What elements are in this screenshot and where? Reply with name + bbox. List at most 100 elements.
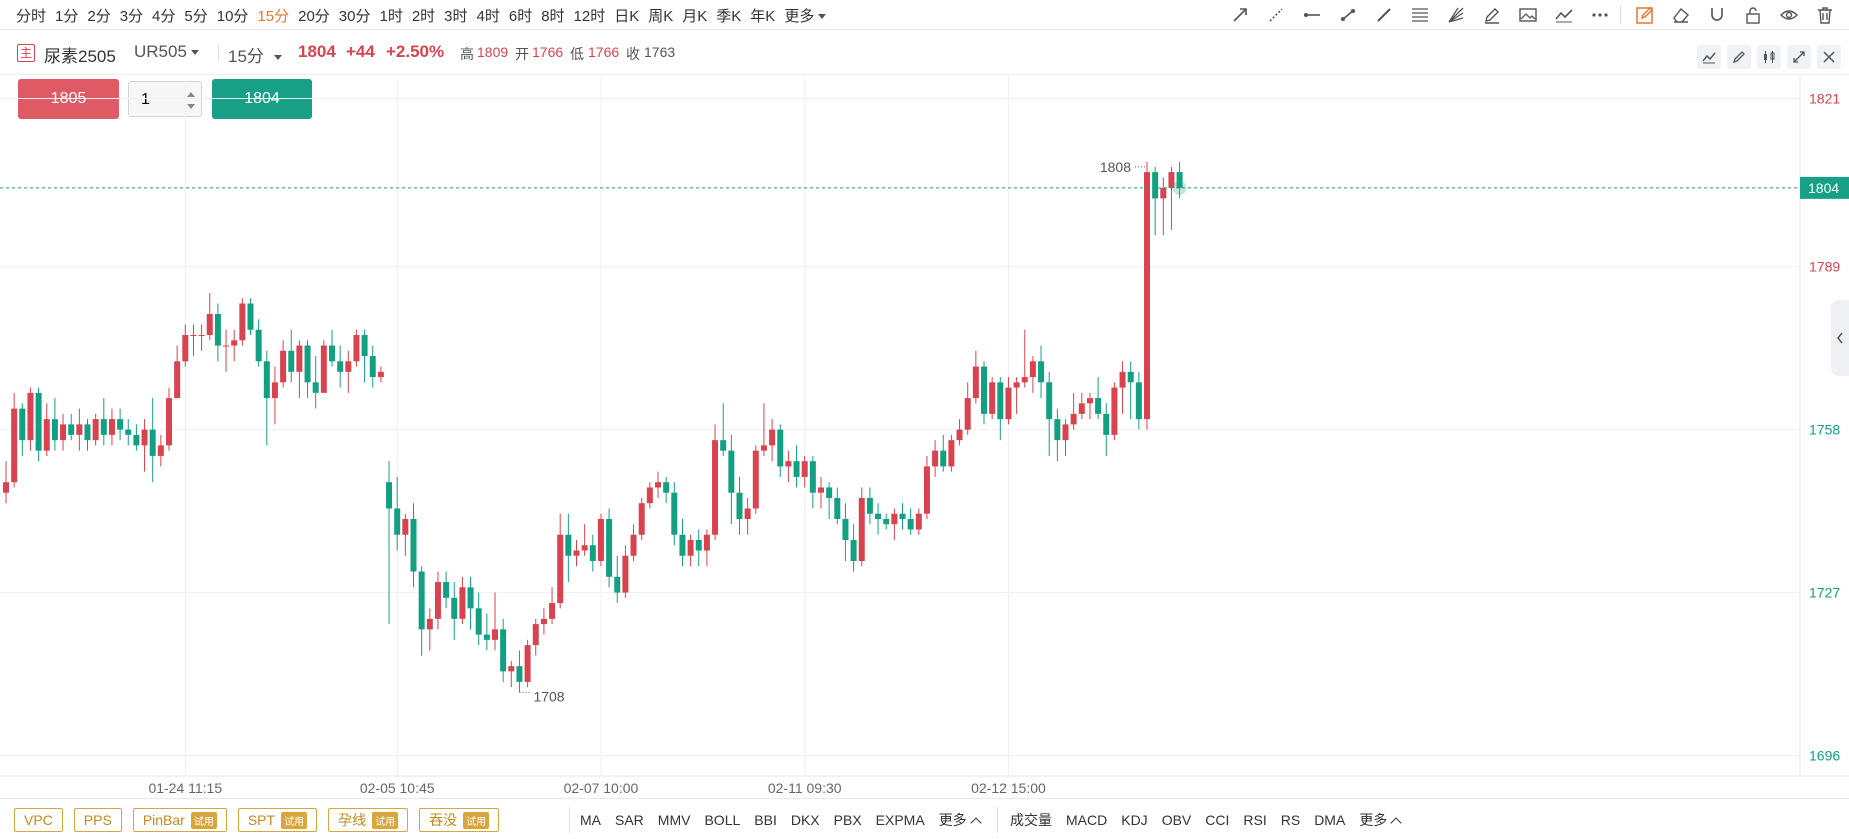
indicator-tab[interactable]: DKX (791, 812, 820, 828)
polyline-tool-button[interactable] (1550, 1, 1578, 29)
candle-body (51, 419, 58, 441)
period-tab[interactable]: 2分 (87, 7, 111, 25)
strategy-button[interactable]: 孕线 试用 (328, 808, 409, 832)
period-tab[interactable]: 2时 (411, 7, 436, 25)
indicator-tab[interactable]: PBX (834, 812, 862, 828)
indicator-tab[interactable]: KDJ (1121, 812, 1147, 828)
edit-tool-button[interactable] (1631, 1, 1659, 29)
indicator-tab[interactable]: MACD (1066, 812, 1107, 828)
dashed-line-icon (1269, 8, 1283, 22)
close-chart-button[interactable] (1817, 45, 1841, 69)
period-tab[interactable]: 4分 (152, 7, 176, 25)
indicator-tab[interactable]: DMA (1314, 812, 1345, 828)
period-tab[interactable]: 15分 (257, 7, 290, 25)
indicator-label: BOLL (704, 812, 741, 828)
instrument-code-selector[interactable]: UR505 (134, 42, 199, 62)
period-tab[interactable]: 日K (614, 7, 640, 25)
indicator-tab[interactable]: MA (580, 812, 601, 828)
period-tab[interactable]: 1分 (55, 7, 79, 25)
candle-body (271, 382, 278, 399)
gann-fan-tool-button[interactable] (1442, 1, 1470, 29)
period-tab[interactable]: 6时 (508, 7, 533, 25)
indicator-tab[interactable]: BOLL (704, 812, 740, 828)
indicator-tab[interactable]: SAR (615, 812, 644, 828)
indicator-tab[interactable]: OBV (1162, 812, 1192, 828)
period-tab[interactable]: 5分 (184, 7, 208, 25)
more-dots-tool-button[interactable] (1586, 1, 1614, 29)
candle-body (508, 666, 515, 672)
magnet-tool-button[interactable] (1703, 1, 1731, 29)
fullscreen-button[interactable] (1787, 45, 1811, 69)
segment-tool-button[interactable] (1370, 1, 1398, 29)
strategy-button[interactable]: VPC (14, 808, 63, 832)
period-tab[interactable]: 季K (716, 7, 742, 25)
pen-tool-button[interactable] (1478, 1, 1506, 29)
x-tick-label: 02-05 10:45 (360, 780, 435, 796)
side-panel-toggle[interactable] (1831, 300, 1849, 376)
period-tab[interactable]: 30分 (338, 7, 371, 25)
dashed-line-tool-button[interactable] (1262, 1, 1290, 29)
indicator-tab[interactable]: RS (1281, 812, 1300, 828)
candle-body (826, 487, 833, 498)
period-tab[interactable]: 周K (648, 7, 674, 25)
period-tab[interactable]: 年K (750, 7, 776, 25)
draw-button[interactable] (1727, 45, 1751, 69)
strategy-button[interactable]: PinBar 试用 (132, 808, 227, 832)
period-tab[interactable]: 月K (682, 7, 708, 25)
decrement-icon[interactable] (187, 104, 195, 109)
eye-tool-button[interactable] (1775, 1, 1803, 29)
horizontal-line-tool-button[interactable] (1298, 1, 1326, 29)
period-tab[interactable]: 8时 (541, 7, 565, 25)
candle-body (883, 518, 890, 525)
arrow-line-tool-button[interactable] (1226, 1, 1254, 29)
indicator-tab[interactable]: MMV (658, 812, 691, 828)
period-tab[interactable]: 更多 (784, 5, 827, 26)
indicator-settings-button[interactable] (1697, 45, 1721, 69)
candle-type-button[interactable] (1757, 45, 1781, 69)
indicator-tab[interactable]: 成交量 (1010, 810, 1052, 830)
candle-body (263, 361, 270, 399)
eraser-tool-button[interactable] (1667, 1, 1695, 29)
indicator-tab[interactable]: EXPMA (876, 812, 925, 828)
unlock-icon (1746, 7, 1760, 24)
image-tool-button[interactable] (1514, 1, 1542, 29)
sub-indicator-list: 成交量 MACD KDJ OBV CCI RSI RS DMA 更多 (1010, 808, 1414, 832)
candle-body (1013, 382, 1020, 388)
unlock-tool-button[interactable] (1739, 1, 1767, 29)
candle-body (60, 424, 67, 441)
candle-body (1046, 382, 1053, 420)
candle-body (818, 487, 824, 493)
candle-body (1119, 371, 1126, 388)
strategy-button[interactable]: 吞没 试用 (419, 808, 500, 832)
period-tab[interactable]: 12时 (573, 7, 606, 25)
fibonacci-tool-button[interactable] (1406, 1, 1434, 29)
indicator-tab[interactable]: RSI (1243, 812, 1266, 828)
strategy-button[interactable]: PPS (73, 808, 122, 832)
period-tab[interactable]: 3时 (444, 7, 468, 25)
trash-tool-button[interactable] (1811, 1, 1839, 29)
period-tab[interactable]: 4时 (476, 7, 500, 25)
ray-tool-button[interactable] (1334, 1, 1362, 29)
indicator-tab[interactable]: 更多 (1359, 810, 1402, 830)
period-tab[interactable]: 20分 (298, 7, 330, 25)
quantity-input[interactable] (139, 90, 183, 110)
period-tab[interactable]: 1时 (379, 7, 403, 25)
strategy-button[interactable]: SPT 试用 (237, 808, 318, 832)
candle-body (214, 314, 221, 346)
candle-body (84, 424, 91, 441)
period-selector[interactable]: 15分 (228, 42, 282, 67)
period-tab[interactable]: 3分 (119, 7, 144, 25)
candle-body (68, 424, 75, 435)
indicator-tab[interactable]: CCI (1205, 812, 1229, 828)
increment-icon[interactable] (187, 92, 195, 97)
candle-body (940, 450, 947, 467)
candle-body (1152, 172, 1159, 199)
period-tab[interactable]: 10分 (216, 7, 249, 25)
low-value: 1766 (588, 44, 620, 60)
candlestick-chart[interactable]: 1821 1789 1758 1727 1696 01-24 11:15 02-05 10:… (0, 76, 1849, 798)
period-tab[interactable]: 分时 (16, 7, 47, 25)
candle-body (337, 361, 344, 372)
indicator-tab[interactable]: 更多 (939, 810, 982, 830)
indicator-tab[interactable]: BBI (754, 812, 777, 828)
candle-body (622, 555, 629, 593)
